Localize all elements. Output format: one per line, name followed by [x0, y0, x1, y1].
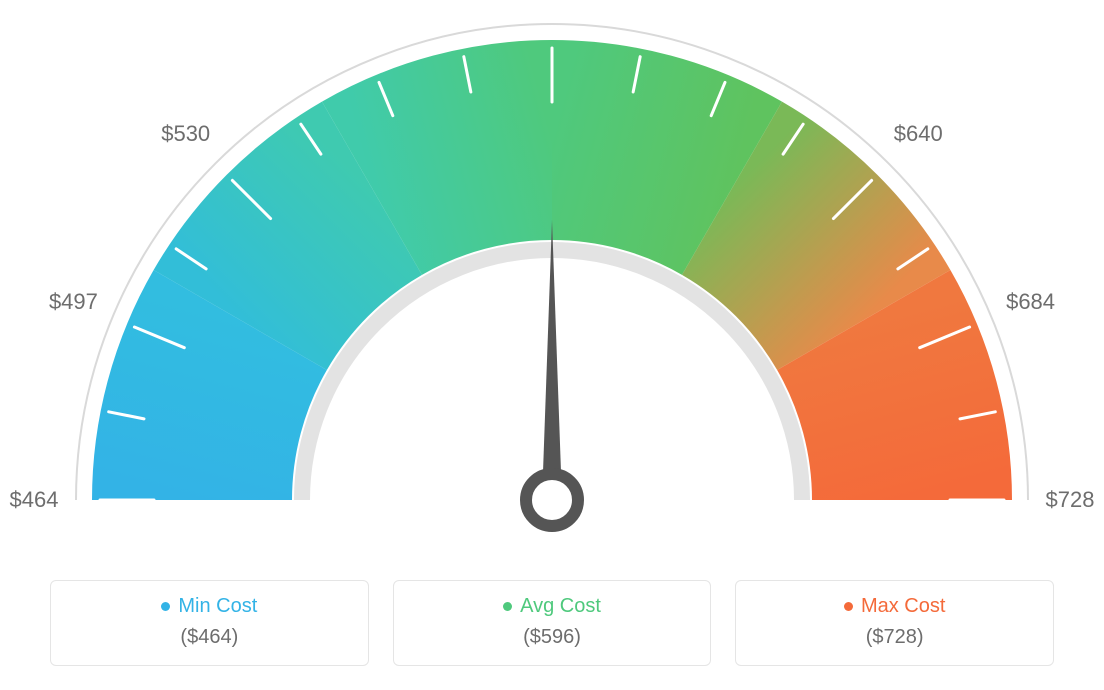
legend-min-value: ($464) [61, 626, 358, 649]
gauge-tick-label: $684 [1006, 289, 1055, 315]
legend-min-title: Min Cost [161, 595, 257, 618]
legend-avg-value: ($596) [404, 626, 701, 649]
legend-avg-title: Avg Cost [503, 595, 601, 618]
dot-icon [844, 602, 853, 611]
legend-max-value: ($728) [746, 626, 1043, 649]
gauge-tick-label: $728 [1046, 487, 1095, 513]
legend-card-max: Max Cost ($728) [735, 580, 1054, 666]
gauge-needle-hub [526, 474, 578, 526]
cost-gauge-chart: $464$497$530$596$640$684$728 [0, 0, 1104, 560]
gauge-svg [0, 0, 1104, 560]
legend-row: Min Cost ($464) Avg Cost ($596) Max Cost… [50, 580, 1054, 666]
gauge-tick-label: $464 [10, 487, 59, 513]
gauge-tick-label: $640 [894, 121, 943, 147]
legend-max-title: Max Cost [844, 595, 945, 618]
gauge-needle [542, 220, 562, 500]
gauge-tick-label: $530 [161, 121, 210, 147]
legend-card-avg: Avg Cost ($596) [393, 580, 712, 666]
dot-icon [161, 602, 170, 611]
legend-max-label: Max Cost [861, 595, 945, 618]
legend-avg-label: Avg Cost [520, 595, 601, 618]
legend-min-label: Min Cost [178, 595, 257, 618]
dot-icon [503, 602, 512, 611]
gauge-tick-label: $497 [49, 289, 98, 315]
legend-card-min: Min Cost ($464) [50, 580, 369, 666]
